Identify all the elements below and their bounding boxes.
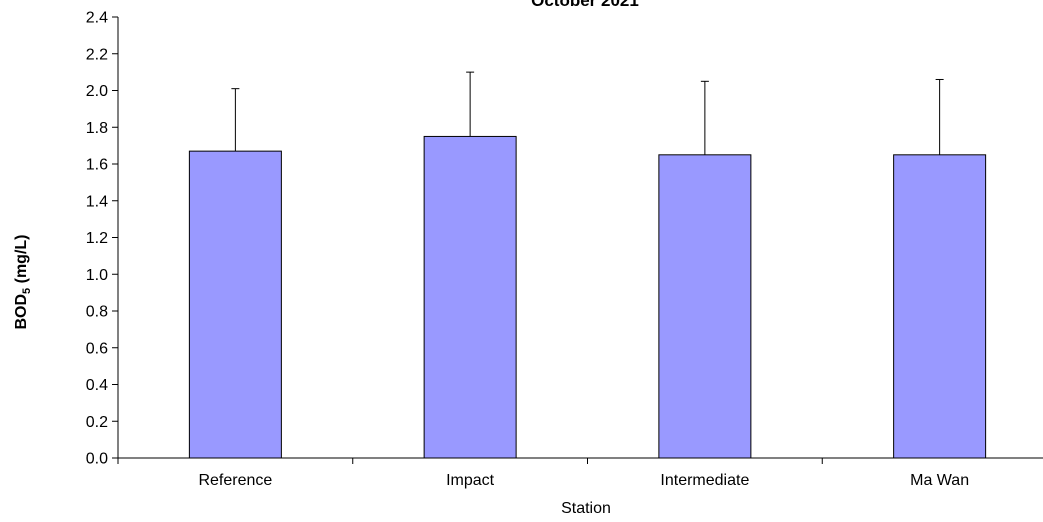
- y-axis-title-main: BOD: [13, 294, 30, 330]
- bar: [423, 135, 517, 459]
- x-tick-label: Intermediate: [660, 472, 749, 489]
- y-tick-label: 0.6: [86, 340, 108, 357]
- y-tick-label: 2.2: [86, 46, 108, 63]
- y-tick-label: 1.0: [86, 267, 108, 284]
- x-tick-label: Reference: [198, 472, 272, 489]
- y-tick-label: 0.0: [86, 451, 108, 468]
- y-tick-label: 0.2: [86, 414, 108, 431]
- x-tick-label: Impact: [446, 472, 495, 489]
- y-tick-label: 1.6: [86, 157, 108, 174]
- bar: [188, 150, 282, 459]
- y-axis-title-subscript: 5: [21, 288, 33, 294]
- y-tick-label: 2.0: [86, 83, 108, 100]
- svg-text:BOD5 (mg/L): BOD5 (mg/L): [13, 234, 33, 329]
- bar: [893, 154, 987, 459]
- y-axis-title: BOD5 (mg/L): [13, 234, 33, 329]
- x-tick-label: Ma Wan: [910, 472, 969, 489]
- y-tick-label: 1.4: [86, 193, 108, 210]
- y-tick-label: 0.4: [86, 377, 108, 394]
- bar: [658, 154, 752, 459]
- y-tick-label: 2.4: [86, 10, 108, 27]
- y-tick-label: 1.2: [86, 230, 108, 247]
- plot-area: 0.0 0.2 0.4 0.6 0.8 1.0 1.2 1.4 1.6 1.8 2.0 2.2 2.4 R…: [86, 10, 1043, 489]
- y-tick-label: 0.8: [86, 304, 108, 321]
- x-axis-title: Station: [561, 500, 611, 517]
- chart-title: October 2021: [531, 0, 639, 10]
- y-axis-title-unit: (mg/L): [13, 234, 30, 287]
- y-tick-label: 1.8: [86, 120, 108, 137]
